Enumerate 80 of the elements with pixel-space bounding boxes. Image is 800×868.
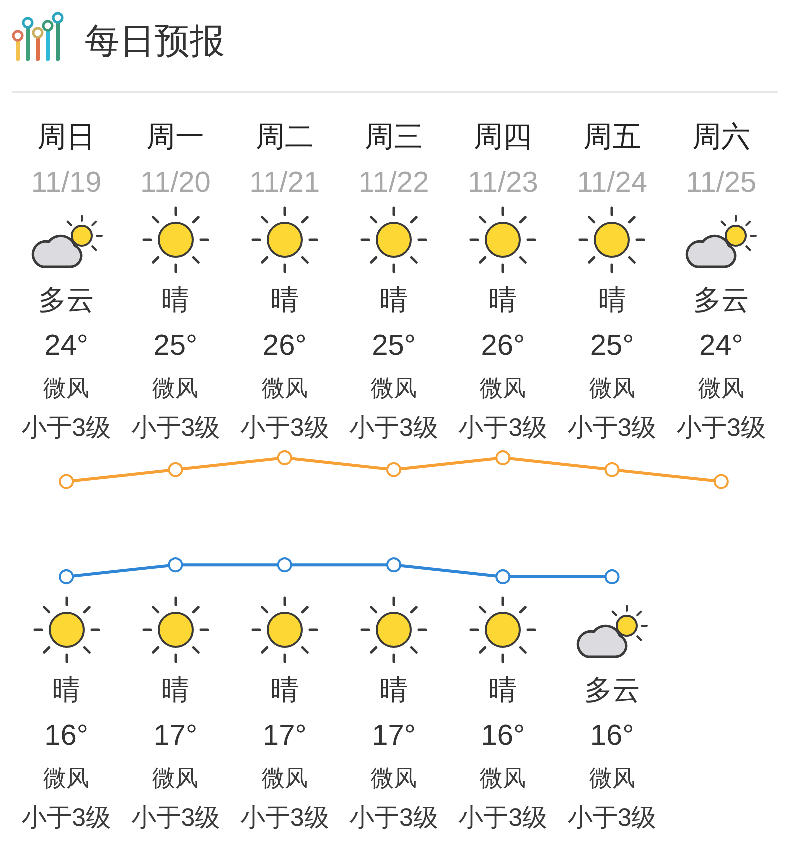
text: 微风 xyxy=(44,375,90,401)
text: 晴 xyxy=(380,284,408,316)
x-tick-label: 周六 xyxy=(692,122,750,154)
data-label: 17° xyxy=(372,720,416,752)
text: 晴 xyxy=(598,284,626,316)
text: 11/21 xyxy=(250,167,320,199)
data-label: 24° xyxy=(44,330,88,362)
point xyxy=(59,570,74,584)
x-tick-label: 周日 xyxy=(38,122,96,154)
point xyxy=(714,474,729,490)
data-label: 26° xyxy=(481,330,526,362)
text: 小于3级 xyxy=(568,804,657,832)
text: 小于3级 xyxy=(22,414,112,442)
point xyxy=(604,570,620,584)
text: 微风 xyxy=(262,375,308,401)
text: 微风 xyxy=(589,375,636,401)
text: 11/20 xyxy=(140,167,211,199)
text: 小于3级 xyxy=(676,414,766,442)
text: 多云 xyxy=(693,284,750,316)
data-label: 17° xyxy=(262,720,307,752)
point xyxy=(496,570,511,584)
text: 小于3级 xyxy=(131,414,220,442)
text: 晴 xyxy=(52,674,81,706)
text: 11/19 xyxy=(31,167,102,199)
chart-title: 每日预报 xyxy=(85,22,225,61)
text: 微风 xyxy=(262,765,308,791)
text: 晴 xyxy=(489,674,518,706)
text: 小于3级 xyxy=(350,804,438,832)
text: 多云 xyxy=(38,284,95,316)
text: 微风 xyxy=(371,375,417,401)
point xyxy=(604,462,620,478)
data-label: 25° xyxy=(372,330,416,362)
text: 11/23 xyxy=(468,167,538,199)
point xyxy=(496,450,511,466)
text: 晴 xyxy=(270,284,299,316)
text: 小于3级 xyxy=(568,414,657,442)
x-tick-label: 周二 xyxy=(256,122,314,154)
text: 微风 xyxy=(371,765,417,791)
data-label: 16° xyxy=(590,720,634,752)
text: 微风 xyxy=(152,765,199,791)
x-tick-label: 周三 xyxy=(365,122,423,154)
data-label: 25° xyxy=(154,330,198,362)
text: 11/24 xyxy=(577,167,648,199)
text: 微风 xyxy=(698,375,744,401)
text: 小于3级 xyxy=(350,414,438,442)
x-tick-label: 周一 xyxy=(146,122,205,154)
data-label: 26° xyxy=(262,330,307,362)
text: 11/25 xyxy=(686,167,757,199)
point xyxy=(168,462,184,478)
text: 小于3级 xyxy=(22,804,112,832)
point xyxy=(168,558,184,573)
text: 微风 xyxy=(152,375,199,401)
text: 晴 xyxy=(380,674,408,706)
text: 微风 xyxy=(44,765,90,791)
data-label: 16° xyxy=(44,720,88,752)
text: 小于3级 xyxy=(458,414,548,442)
text: 晴 xyxy=(162,674,190,706)
text: 小于3级 xyxy=(240,804,330,832)
point xyxy=(277,558,292,573)
text: 11/22 xyxy=(358,167,430,199)
text: 多云 xyxy=(584,674,640,706)
text: 小于3级 xyxy=(240,414,330,442)
x-tick-label: 周五 xyxy=(583,122,642,154)
text: 微风 xyxy=(480,375,526,401)
text: 晴 xyxy=(489,284,518,316)
text: 小于3级 xyxy=(458,804,548,832)
text: 微风 xyxy=(480,765,526,791)
data-label: 17° xyxy=(154,720,198,752)
text: 晴 xyxy=(162,284,190,316)
data-label: 25° xyxy=(590,330,634,362)
point xyxy=(386,558,402,573)
point xyxy=(386,462,402,478)
text: 小于3级 xyxy=(131,804,220,832)
text: 微风 xyxy=(589,765,636,791)
point xyxy=(277,450,292,466)
data-label: 16° xyxy=(481,720,526,752)
x-tick-label: 周四 xyxy=(474,122,532,154)
point xyxy=(59,474,74,490)
text: 晴 xyxy=(270,674,299,706)
data-label: 24° xyxy=(700,330,744,362)
